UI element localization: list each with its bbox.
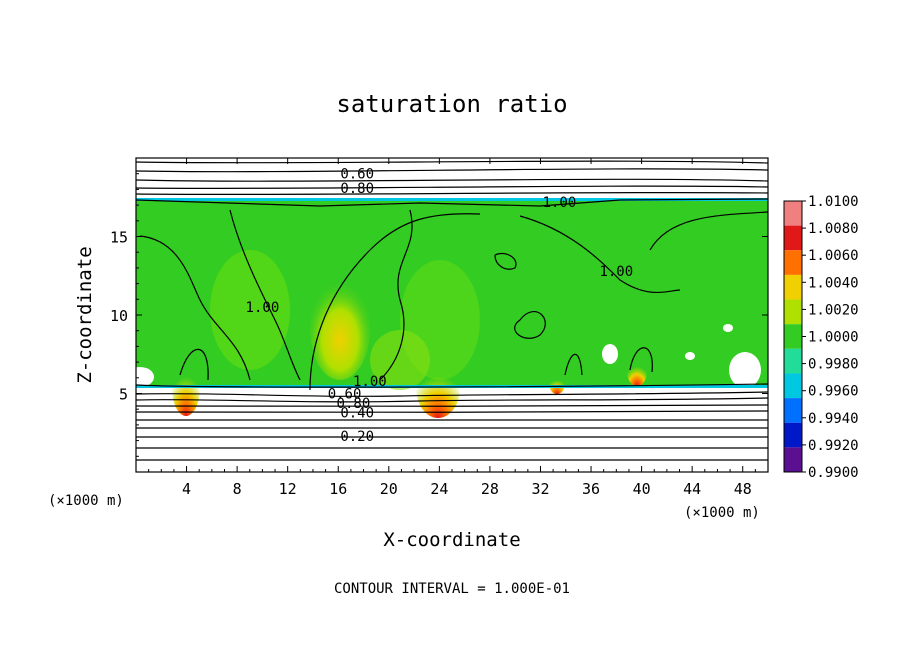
dry-patch (729, 352, 761, 388)
colorbar-swatch (784, 348, 802, 374)
chart-title: saturation ratio (336, 90, 567, 118)
y-tick-label: 10 (110, 307, 128, 325)
colorbar: 1.0100 1.0080 1.0060 1.0040 1.0020 1.0000 0.99… (783, 194, 859, 481)
hot-spot (549, 374, 565, 394)
colorbar-label: 0.9900 (808, 465, 859, 481)
colorbar-swatch (784, 299, 802, 325)
contour-label: 1.00 (246, 300, 280, 316)
colorbar-label: 0.9920 (808, 438, 859, 454)
colorbar-swatch (784, 324, 802, 349)
x-tick-label: 48 (734, 480, 752, 498)
x-tick-label: 4 (182, 480, 191, 498)
dry-patch (602, 344, 618, 364)
colorbar-swatch (784, 201, 802, 226)
colorbar-label: 1.0100 (808, 194, 859, 210)
y-axis: 5 10 15 (110, 173, 768, 457)
colorbar-swatch (784, 250, 802, 275)
hot-spot (627, 358, 647, 386)
plot-area: 0.600.801.001.001.001.000.600.800.400.20 (136, 160, 768, 461)
x-tick-label: 8 (233, 480, 242, 498)
colorbar-label: 1.0020 (808, 302, 859, 318)
x-tick-label: 16 (329, 480, 347, 498)
colorbar-label: 1.0080 (808, 221, 859, 237)
x-tick-label: 24 (430, 480, 448, 498)
x-tick-label: 36 (582, 480, 600, 498)
contour-label: 0.80 (340, 181, 374, 197)
x-tick-label: 40 (633, 480, 651, 498)
x-tick-label: 32 (531, 480, 549, 498)
contour-labels: 0.600.801.001.001.001.000.600.800.400.20 (246, 167, 634, 445)
colorbar-label: 1.0060 (808, 248, 859, 264)
contour-label: 0.40 (340, 405, 374, 421)
contour-label: 1.00 (599, 264, 633, 280)
contour-interval-note: CONTOUR INTERVAL = 1.000E-01 (334, 581, 570, 597)
colorbar-label: 1.0000 (808, 330, 859, 346)
dry-patch (723, 324, 733, 332)
x-tick-label: 44 (683, 480, 701, 498)
warm-patch (310, 280, 370, 380)
x-tick-label: 12 (279, 480, 297, 498)
colorbar-swatch (784, 422, 802, 448)
x-unit-left: (×1000 m) (48, 493, 124, 509)
x-unit-right: (×1000 m) (684, 505, 760, 521)
y-tick-label: 5 (119, 386, 128, 404)
cloud-top-edge (136, 198, 768, 201)
colorbar-label: 0.9940 (808, 411, 859, 427)
colorbar-label: 0.9980 (808, 357, 859, 373)
x-tick-label: 28 (481, 480, 499, 498)
colorbar-swatch (784, 398, 802, 423)
contour-label: 1.00 (543, 195, 577, 211)
colorbar-swatch (784, 447, 802, 472)
y-tick-label: 15 (110, 229, 128, 247)
colorbar-swatch (784, 373, 802, 399)
contour-label: 1.00 (353, 374, 387, 390)
dry-patch (685, 352, 695, 360)
colorbar-label: 1.0040 (808, 275, 859, 291)
x-axis: 4 8 12 16 20 24 28 32 36 40 44 48 (148, 158, 756, 498)
contour-lines (136, 160, 768, 461)
colorbar-label: 0.9960 (808, 384, 859, 400)
colorbar-swatch (784, 274, 802, 300)
x-axis-label: X-coordinate (383, 529, 520, 551)
x-tick-label: 20 (380, 480, 398, 498)
dry-patch (136, 367, 154, 387)
colorbar-swatch (784, 225, 802, 251)
y-axis-label: Z-coordinate (74, 246, 96, 383)
contour-label: 0.20 (340, 429, 374, 445)
contour-label: 0.60 (340, 167, 374, 183)
contour-label: 0.60 (328, 387, 362, 403)
contour-label: 0.80 (337, 396, 371, 412)
